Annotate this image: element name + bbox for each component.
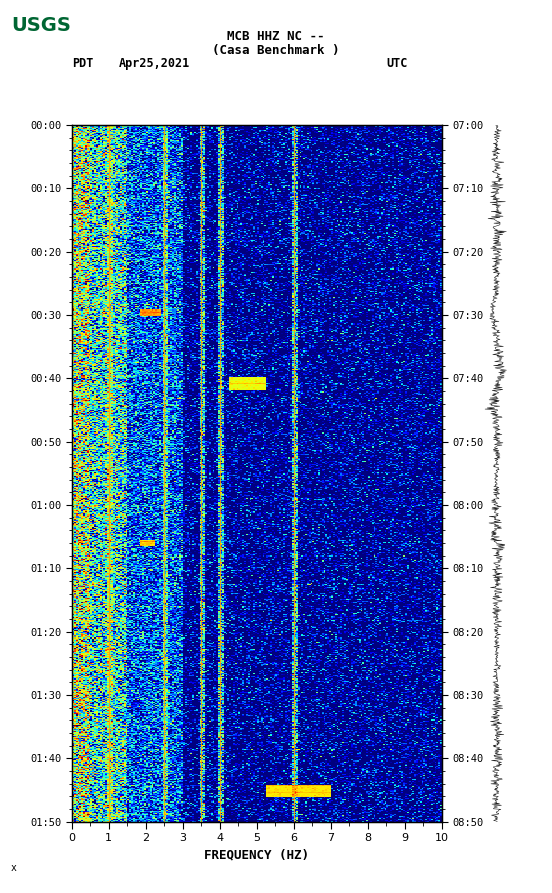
Text: x: x (11, 863, 17, 872)
Text: (Casa Benchmark ): (Casa Benchmark ) (213, 44, 339, 56)
Text: USGS: USGS (11, 16, 71, 35)
Text: Apr25,2021: Apr25,2021 (119, 57, 190, 70)
Text: PDT: PDT (72, 57, 93, 70)
Text: UTC: UTC (386, 57, 408, 70)
Text: MCB HHZ NC --: MCB HHZ NC -- (227, 30, 325, 43)
X-axis label: FREQUENCY (HZ): FREQUENCY (HZ) (204, 849, 309, 862)
